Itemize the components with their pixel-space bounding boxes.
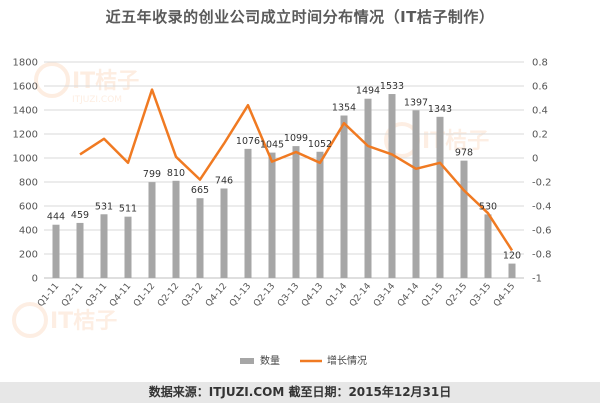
y-right-tick-label: -0.8	[532, 250, 552, 261]
bar-value-label: 511	[119, 204, 137, 215]
watermark-logo-bottom: IT桔子	[12, 302, 117, 338]
data-labels: 444 459 531 511 799 810 665 746 1076 104510991052…	[47, 81, 521, 262]
bar-value-label: 746	[215, 175, 233, 186]
bar	[124, 216, 132, 278]
bar	[148, 182, 156, 278]
bar-value-label: 810	[167, 168, 185, 179]
bar-value-label: 1494	[356, 86, 380, 97]
x-tick-label: Q4-13	[300, 282, 325, 310]
x-tick-label: Q3-14	[372, 281, 398, 309]
bar	[484, 214, 492, 278]
y-left-tick-label: 800	[19, 178, 38, 189]
bar-value-label: 1343	[428, 104, 452, 115]
bar	[340, 115, 348, 279]
bar-value-label: 530	[479, 201, 497, 212]
x-tick-label: Q4-12	[204, 282, 229, 310]
y-right-tick-label: 0.2	[532, 130, 548, 141]
bar-value-label: 799	[143, 169, 161, 180]
y-left-tick-label: 1000	[13, 154, 38, 165]
bar-value-label: 1045	[260, 140, 284, 151]
bar-value-label: 1397	[404, 97, 428, 108]
source-footer: 数据来源：ITJUZI.COM 截至日期：2015年12月31日	[0, 382, 600, 403]
watermark-logo-left: IT桔子 ITJUZI.COM	[34, 62, 139, 105]
x-tick-label: Q2-15	[444, 282, 469, 310]
y-left-tick-label: 1600	[13, 82, 38, 93]
bar	[388, 94, 396, 278]
legend-swatch-bars	[240, 358, 254, 364]
y-right-tick-label: 0	[532, 154, 538, 165]
svg-text:IT桔子: IT桔子	[72, 69, 139, 94]
bar	[268, 152, 276, 278]
bar	[460, 160, 468, 278]
chart-title: 近五年收录的创业公司成立时间分布情况（IT桔子制作）	[105, 8, 495, 26]
x-tick-label: Q1-12	[132, 282, 157, 310]
bar	[364, 98, 372, 278]
svg-text:IT桔子: IT桔子	[50, 309, 117, 334]
bar	[436, 116, 444, 278]
bar	[196, 198, 204, 278]
legend-label-line: 增长情况	[327, 354, 367, 367]
bar-value-label: 120	[503, 251, 521, 262]
x-tick-label: Q3-15	[468, 282, 493, 310]
x-tick-label: Q1-15	[420, 282, 445, 310]
bar-value-label: 665	[191, 185, 209, 196]
y-left-tick-label: 1200	[13, 130, 38, 141]
svg-text:ITJUZI.COM: ITJUZI.COM	[72, 95, 122, 105]
x-tick-label: Q3-11	[84, 282, 109, 310]
y-right-tick-label: 0.6	[532, 82, 548, 93]
y-right-tick-label: -1	[532, 274, 542, 285]
y-right-tick-label: 0.8	[532, 58, 548, 69]
bar	[76, 222, 84, 278]
y-left-tick-label: 1400	[13, 106, 38, 117]
bar	[172, 180, 180, 278]
bar	[412, 110, 420, 278]
x-tick-label: Q1-11	[36, 282, 61, 310]
bar	[316, 151, 324, 278]
bar-value-label: 531	[95, 201, 113, 212]
x-tick-label: Q2-11	[60, 282, 85, 310]
y-left-tick-label: 0	[32, 274, 38, 285]
y-left-tick-label: 1800	[13, 58, 38, 69]
bar	[100, 214, 108, 278]
svg-text:IT桔子: IT桔子	[422, 129, 489, 154]
y-right-tick-label: -0.2	[532, 178, 552, 189]
x-tick-label: Q2-13	[252, 282, 277, 310]
x-tick-label: Q3-13	[276, 282, 301, 310]
x-tick-label: Q2-12	[156, 282, 181, 310]
bar-value-label: 1354	[332, 103, 356, 114]
bar-value-label: 1099	[284, 133, 308, 144]
line-series	[79, 88, 514, 252]
y-right-tick-label: -0.4	[532, 202, 552, 213]
x-tick-label: Q1-14	[324, 281, 350, 309]
bar-value-label: 1533	[380, 81, 404, 92]
y-right-tick-label: -0.6	[532, 226, 552, 237]
y-left-tick-label: 400	[19, 226, 38, 237]
x-tick-label: Q4-11	[108, 282, 133, 310]
x-tick-label: Q1-13	[228, 282, 253, 310]
y-left-tick-label: 600	[19, 202, 38, 213]
bar-value-label: 1052	[308, 139, 332, 150]
x-tick-label: Q4-15	[492, 282, 517, 310]
legend-label-bars: 数量	[260, 354, 280, 367]
bar	[244, 148, 252, 278]
legend: 数量 增长情况	[240, 354, 367, 367]
bar	[508, 263, 516, 278]
bar	[52, 224, 60, 278]
bar	[220, 188, 228, 278]
bar-series	[52, 94, 516, 279]
x-tick-label: Q3-12	[180, 282, 205, 310]
bar-value-label: 1076	[236, 136, 260, 147]
y-left-tick-label: 200	[19, 250, 38, 261]
bar-value-label: 978	[455, 148, 473, 159]
y-right-tick-label: 0.4	[532, 106, 548, 117]
x-tick-label: Q4-14	[396, 281, 422, 309]
bar-value-label: 444	[47, 212, 65, 223]
bar	[292, 146, 300, 278]
x-tick-label: Q2-14	[348, 281, 374, 309]
bar-value-label: 459	[71, 210, 89, 221]
